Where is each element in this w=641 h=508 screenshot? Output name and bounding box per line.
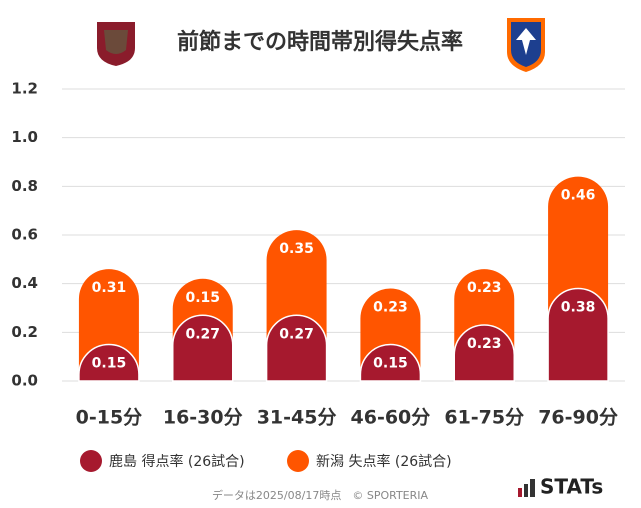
y-tick-label: 0.0 xyxy=(11,372,38,390)
data-label: 0.27 xyxy=(185,326,220,342)
bar-segment xyxy=(453,324,515,382)
chart-title: 前節までの時間帯別得失点率 xyxy=(177,29,463,55)
bar-segment xyxy=(548,176,609,319)
data-label: 0.38 xyxy=(561,300,596,316)
home-logo xyxy=(97,22,135,66)
data-label: 0.23 xyxy=(467,280,502,296)
data-label: 0.35 xyxy=(279,241,314,257)
x-tick-label: 16-30分 xyxy=(163,407,243,429)
x-tick-label: 76-90分 xyxy=(538,407,618,429)
y-tick-label: 1.0 xyxy=(11,128,38,146)
bar-segment xyxy=(265,314,328,382)
bar-segment xyxy=(78,343,140,382)
brand: STATs xyxy=(540,475,603,499)
data-label: 0.15 xyxy=(92,356,127,372)
y-tick-label: 0.2 xyxy=(11,323,38,341)
x-tick-label: 61-75分 xyxy=(444,407,524,429)
legend-label: 鹿島 得点率 (26試合) xyxy=(109,453,245,470)
legend-marker xyxy=(80,450,102,472)
y-tick-label: 0.6 xyxy=(11,226,38,244)
y-tick-label: 0.8 xyxy=(11,177,38,195)
data-label: 0.23 xyxy=(467,336,502,352)
bar-segment xyxy=(547,287,609,382)
data-label: 0.31 xyxy=(92,280,127,296)
legend-label: 新潟 失点率 (26試合) xyxy=(316,453,452,470)
data-label: 0.15 xyxy=(373,356,408,372)
data-label: 0.27 xyxy=(279,326,314,342)
away-logo xyxy=(507,18,545,72)
y-tick-label: 0.4 xyxy=(11,274,38,292)
brand-logo xyxy=(518,479,535,497)
legend-marker xyxy=(287,450,309,472)
footnote: データは2025/08/17時点 © SPORTERIA xyxy=(212,488,429,502)
x-tick-label: 31-45分 xyxy=(257,407,337,429)
data-label: 0.15 xyxy=(185,290,220,306)
x-tick-label: 0-15分 xyxy=(76,407,143,429)
data-label: 0.23 xyxy=(373,300,408,316)
bar-segment xyxy=(172,314,234,382)
y-tick-label: 1.2 xyxy=(11,80,38,98)
bar-segment xyxy=(359,343,422,382)
bar-segment xyxy=(266,230,327,346)
data-label: 0.46 xyxy=(561,188,596,204)
x-tick-label: 46-60分 xyxy=(351,407,431,429)
